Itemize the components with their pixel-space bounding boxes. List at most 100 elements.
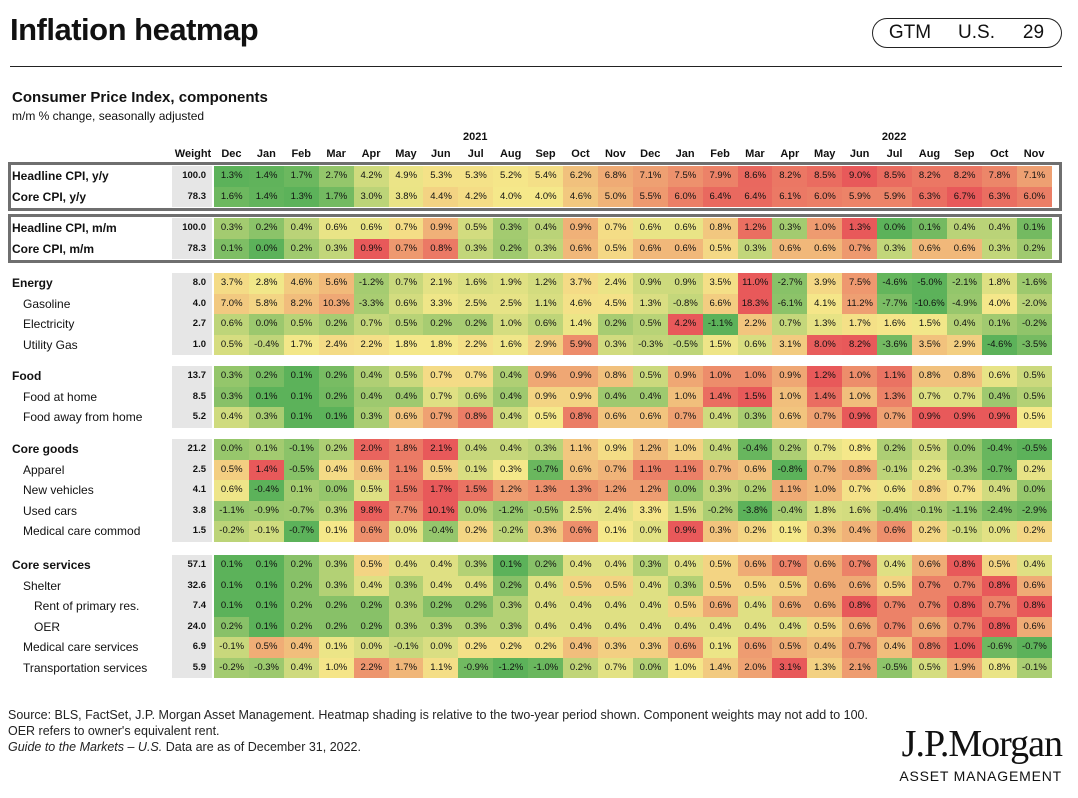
heat-cell: 1.7% [423, 480, 459, 501]
month-header-17: May [814, 148, 836, 160]
heat-cell: 0.1% [1016, 218, 1053, 239]
heat-cell: 1.3% [807, 314, 843, 335]
heat-cell: 0.2% [318, 386, 355, 407]
heat-cell: 0.3% [493, 459, 529, 480]
heat-cell: 0.2% [423, 596, 459, 617]
row-weight: 3.8 [172, 500, 212, 521]
month-header-7: Jul [467, 148, 484, 160]
heat-cell: 0.9% [772, 366, 808, 387]
row-weight: 2.7 [172, 314, 212, 335]
heat-cell: 0.0% [248, 238, 285, 259]
row-label: Food away from home [23, 410, 143, 424]
heat-cell: 0.4% [493, 386, 529, 407]
heat-cell: 1.1% [772, 480, 808, 501]
heat-cell: 0.4% [528, 616, 564, 637]
heat-cell: 0.4% [353, 386, 389, 407]
heat-cell: 0.2% [772, 439, 808, 460]
heat-cell: 0.1% [458, 459, 494, 480]
heat-cell: -1.2% [493, 500, 529, 521]
heat-cell: -0.8% [667, 293, 704, 314]
heat-cell: 0.4% [353, 575, 389, 596]
heat-cell: 10.3% [318, 293, 355, 314]
heat-cell: 0.6% [563, 521, 599, 542]
heat-cell: 0.9% [632, 273, 669, 294]
heat-cell: 0.5% [981, 555, 1018, 576]
heat-cell: 0.6% [214, 480, 250, 501]
heat-cell: -4.6% [877, 273, 913, 294]
row-weight: 5.9 [172, 657, 212, 678]
heat-cell: 7.5% [842, 273, 878, 294]
heat-cell: 1.3% [528, 480, 564, 501]
heat-cell: 0.3% [458, 238, 494, 259]
month-header-16: Apr [780, 148, 800, 160]
heat-cell: 0.7% [667, 407, 704, 428]
heat-cell: -10.6% [912, 293, 948, 314]
row-label: New vehicles [23, 483, 94, 497]
heat-cell: 5.0% [597, 186, 634, 207]
heat-cell: 1.5% [388, 480, 424, 501]
heat-cell: 0.6% [353, 521, 389, 542]
row-weight: 13.7 [172, 366, 212, 387]
heat-cell: 2.4% [318, 334, 355, 355]
heat-cell: 4.2% [353, 166, 389, 187]
row-label: Core CPI, m/m [12, 241, 95, 256]
heat-cell: 0.4% [388, 386, 424, 407]
heat-cell: 1.5% [702, 334, 738, 355]
heat-cell: 0.2% [283, 596, 320, 617]
heat-cell: 1.3% [283, 186, 320, 207]
heat-cell: 0.5% [214, 459, 250, 480]
heat-cell: 8.0% [807, 334, 843, 355]
heat-cell: 1.4% [248, 166, 285, 187]
heat-cell: 0.0% [667, 480, 704, 501]
heat-cell: 7.8% [981, 166, 1018, 187]
heat-cell: -0.1% [283, 439, 320, 460]
heat-cell: 0.4% [877, 555, 913, 576]
heat-cell: 0.4% [458, 439, 494, 460]
heat-cell: 2.8% [248, 273, 285, 294]
heat-cell: 0.6% [388, 407, 424, 428]
heat-cell: 6.3% [981, 186, 1018, 207]
row-label: Core services [12, 558, 91, 572]
heat-cell: 0.3% [214, 218, 250, 239]
month-header-18: Jun [849, 148, 870, 160]
heat-cell: 1.2% [737, 218, 773, 239]
heat-cell: 0.8% [946, 555, 983, 576]
row-weight: 24.0 [172, 616, 212, 637]
heat-cell: 0.6% [353, 218, 389, 239]
heat-cell: -0.2% [493, 521, 529, 542]
month-header-20: Aug [918, 148, 941, 160]
heat-cell: 0.5% [912, 439, 948, 460]
heat-cell: 2.1% [842, 657, 878, 678]
heat-cell: 0.3% [318, 500, 355, 521]
heat-cell: 9.0% [842, 166, 878, 187]
heat-cell: 0.8% [946, 366, 983, 387]
heat-cell: 1.5% [458, 480, 494, 501]
row-weight: 4.0 [172, 293, 212, 314]
heat-cell: 0.2% [528, 555, 564, 576]
heat-cell: 0.2% [458, 521, 494, 542]
heat-cell: 0.7% [597, 657, 634, 678]
heat-cell: 0.1% [248, 439, 285, 460]
heat-cell: 0.7% [458, 366, 494, 387]
heat-cell: 2.2% [353, 657, 389, 678]
heat-cell: 4.9% [388, 166, 424, 187]
heat-cell: 0.4% [528, 596, 564, 617]
heat-cell: -0.7% [283, 500, 320, 521]
heat-cell: 6.4% [737, 186, 773, 207]
heat-cell: 0.5% [1016, 366, 1053, 387]
heat-cell: 4.1% [807, 293, 843, 314]
heat-cell: 0.2% [283, 616, 320, 637]
heat-cell: 0.3% [632, 555, 669, 576]
heat-cell: 0.9% [667, 366, 704, 387]
heat-cell: 0.1% [493, 555, 529, 576]
heat-cell: 0.3% [318, 555, 355, 576]
heat-cell: 1.8% [388, 334, 424, 355]
heat-cell: 4.6% [563, 186, 599, 207]
heat-cell: 0.4% [632, 575, 669, 596]
heat-cell: 0.7% [877, 616, 913, 637]
row-label: Electricity [23, 317, 75, 331]
heat-cell: 0.2% [597, 314, 634, 335]
row-weight: 7.4 [172, 596, 212, 617]
heat-cell: 2.4% [597, 273, 634, 294]
heat-cell: 1.1% [563, 439, 599, 460]
